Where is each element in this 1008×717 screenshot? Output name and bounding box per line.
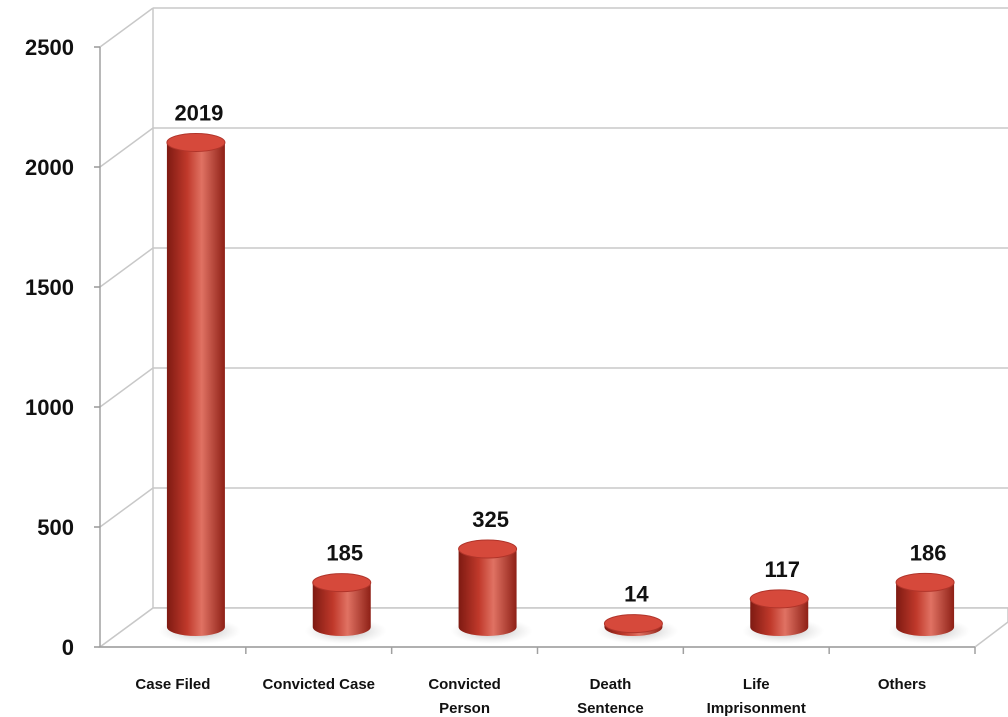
y-tick-label: 0 <box>62 635 74 660</box>
y-tick-label: 500 <box>37 515 74 540</box>
bar-body <box>312 582 371 636</box>
bar-top <box>749 589 809 609</box>
data-label: 325 <box>472 507 509 532</box>
bar-body <box>166 142 225 636</box>
bar <box>158 132 241 644</box>
bar <box>450 539 533 644</box>
bar <box>888 572 971 644</box>
data-label: 186 <box>910 540 947 565</box>
data-label: 117 <box>765 557 801 582</box>
gridlines <box>99 7 1008 648</box>
data-labels: 2019 185 325 14 117 186 <box>174 100 946 606</box>
gridline-diagonal <box>99 487 154 528</box>
x-tick-label: Convicted Case <box>262 676 375 693</box>
bar <box>596 614 679 644</box>
gridline-diagonal <box>99 127 154 168</box>
y-tick-label: 2000 <box>25 155 74 180</box>
gridline-diagonal <box>99 7 154 48</box>
bar-body <box>750 598 809 636</box>
y-tick-label: 1500 <box>25 275 74 300</box>
bar-body <box>896 582 955 636</box>
bar-top <box>312 573 372 593</box>
axes <box>97 47 1008 648</box>
y-tick-label: 1000 <box>25 395 74 420</box>
bar <box>742 589 825 644</box>
x-tick-label: Life Imprisonment <box>707 676 806 717</box>
data-label: 14 <box>624 582 649 607</box>
y-tick-label: 2500 <box>25 35 74 60</box>
x-axis-ticks: Case Filed Convicted Case Convicted Person D… <box>135 647 976 717</box>
bar-body <box>458 549 517 636</box>
bar-top <box>166 132 226 152</box>
x-tick-label: Others <box>878 676 926 693</box>
y-axis-ticks: 0 500 1000 1500 2000 2500 <box>25 35 100 660</box>
data-label: 2019 <box>174 100 223 125</box>
bars <box>158 132 971 644</box>
bar-top <box>895 572 955 592</box>
bar <box>304 573 387 644</box>
x-tick-label: Case Filed <box>135 676 210 693</box>
data-label: 185 <box>326 541 363 566</box>
gridline-diagonal <box>99 367 154 408</box>
x-tick-label: Convicted Person <box>428 676 501 717</box>
bar-top <box>603 614 663 634</box>
bar-top <box>458 539 518 559</box>
x-tick-label: Death Sentence <box>577 676 644 717</box>
gridline-diagonal <box>99 247 154 288</box>
